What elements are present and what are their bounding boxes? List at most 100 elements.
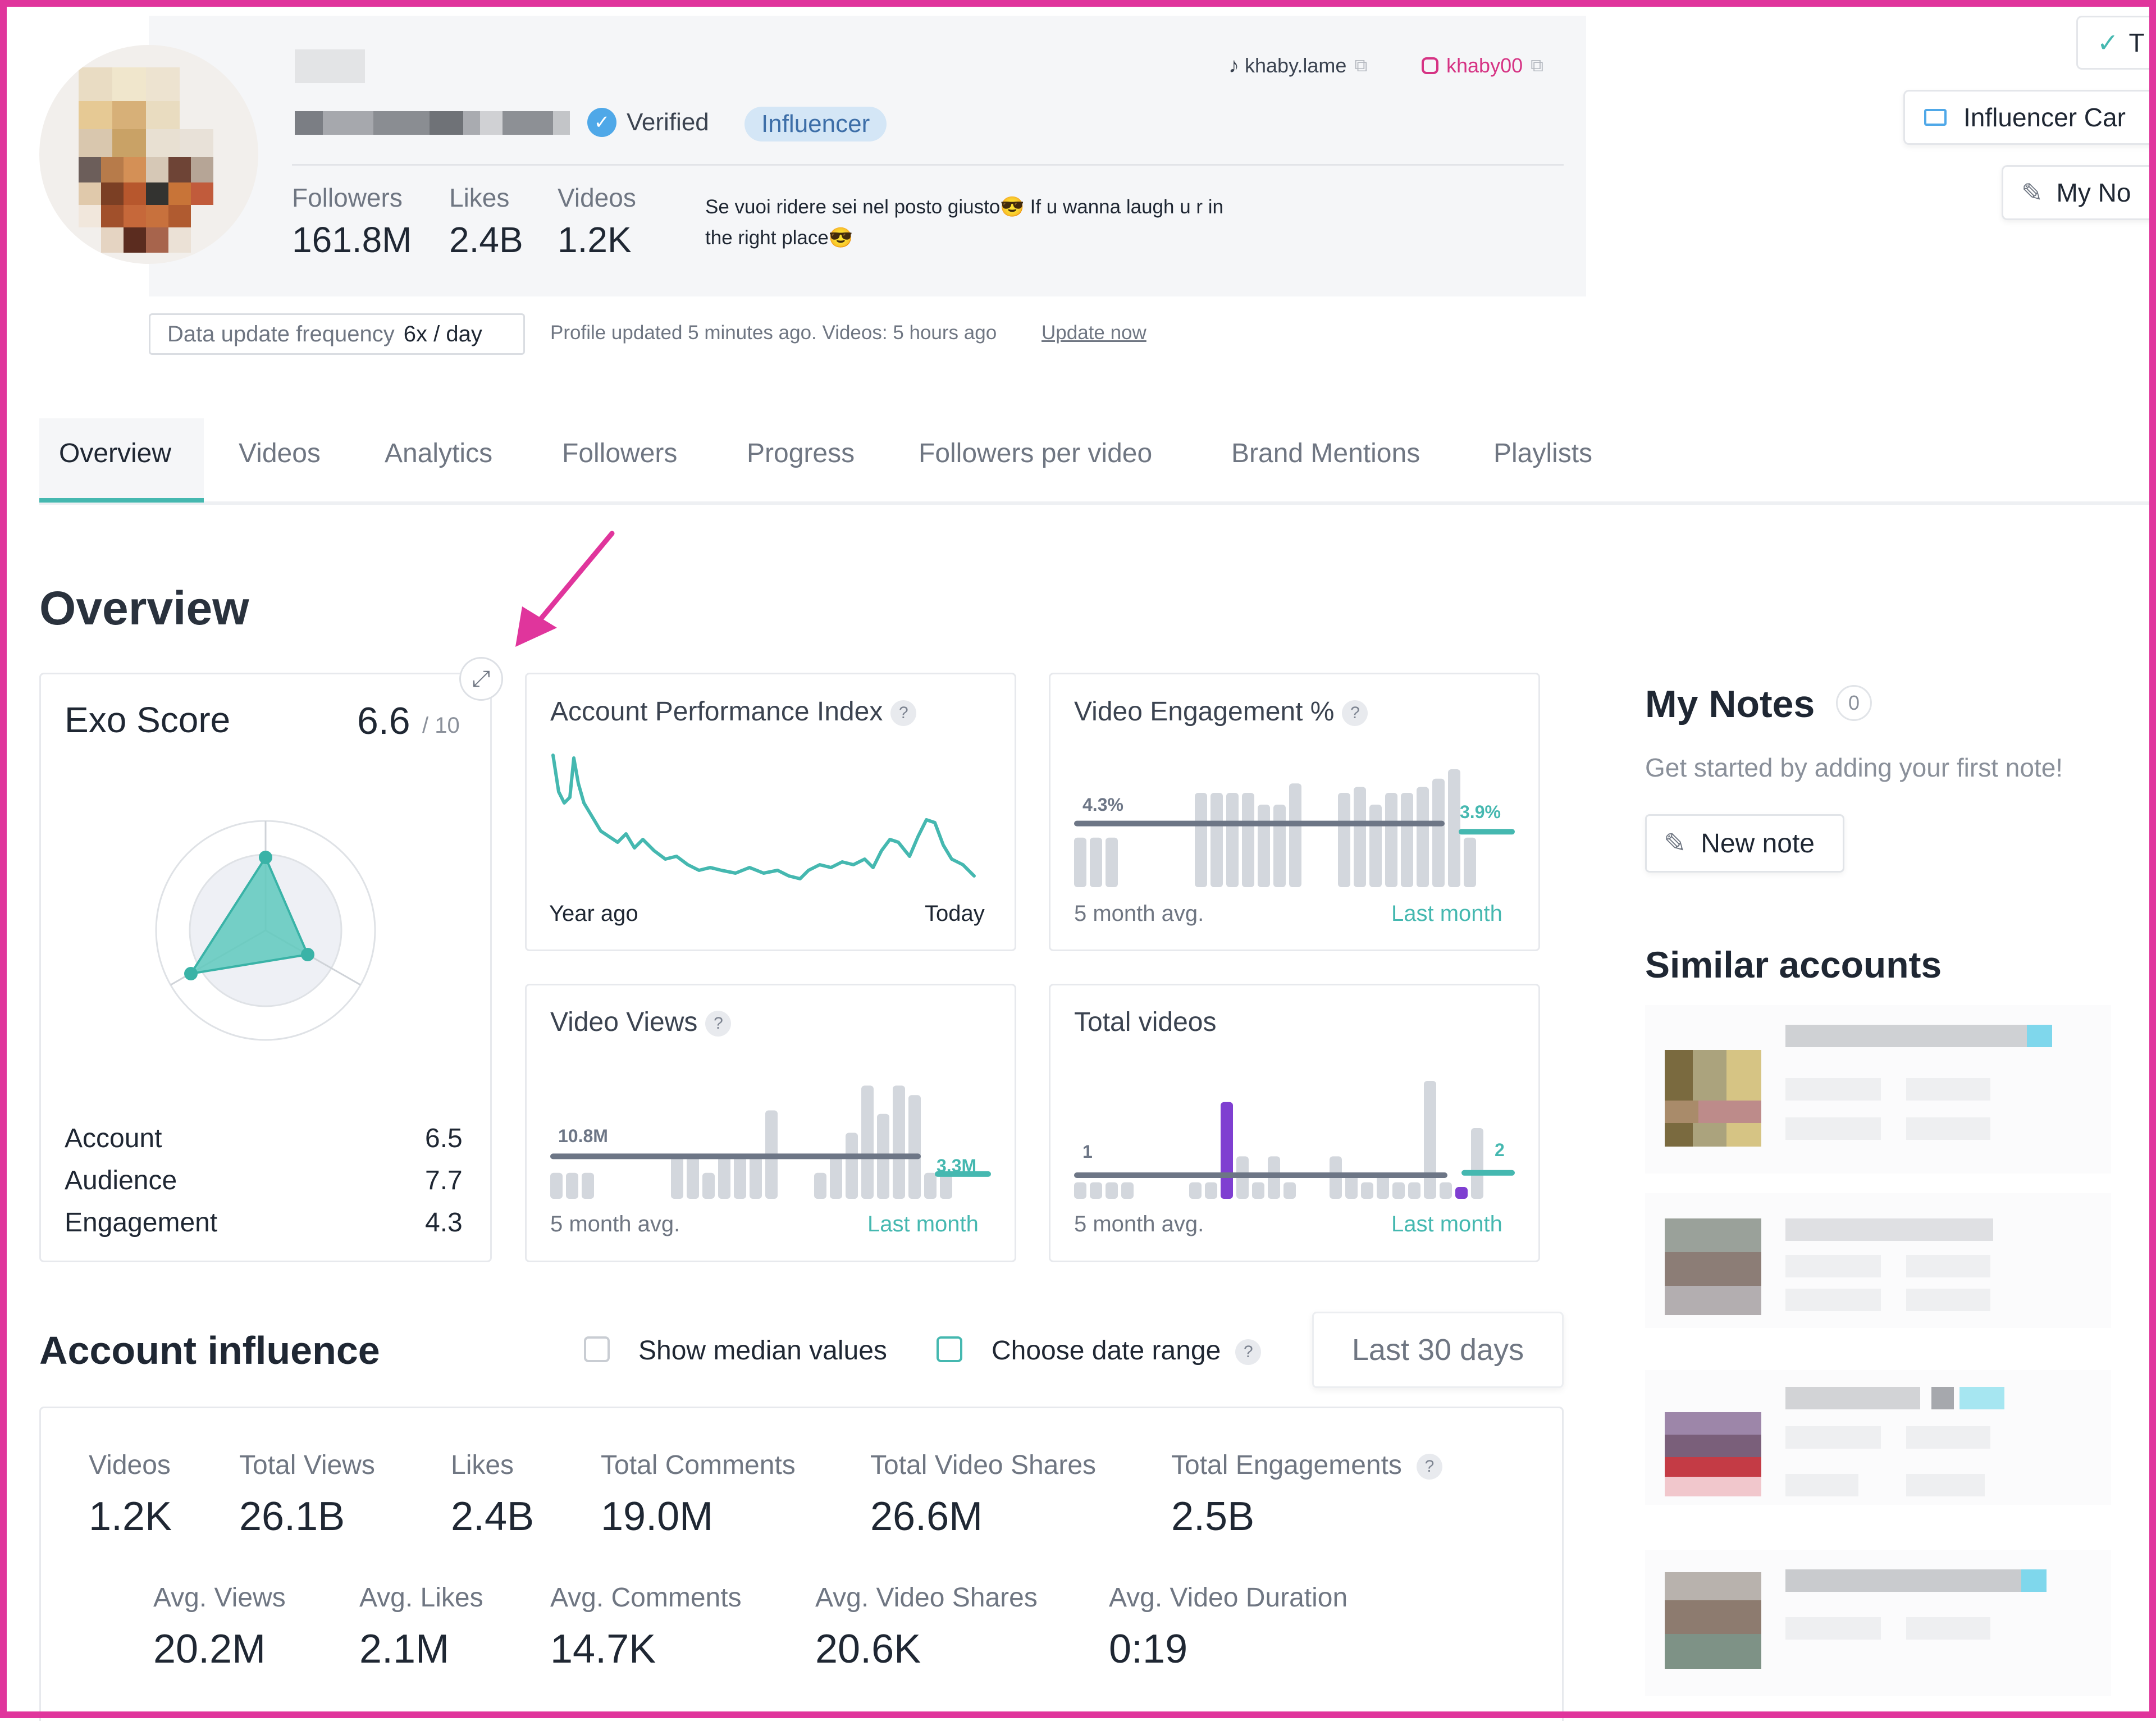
bio-line-1: Se vuoi ridere sei nel posto giusto😎 If …: [705, 196, 1224, 218]
show-median-checkbox[interactable]: [584, 1336, 610, 1362]
instagram-icon: [1422, 57, 1438, 74]
bar: [1464, 837, 1476, 887]
total-videos-last-value: 2: [1495, 1140, 1505, 1160]
influence-stat-value: 19.0M: [601, 1494, 714, 1539]
bar: [1424, 1081, 1436, 1199]
influence-stat-label: Total Views: [239, 1450, 375, 1480]
choose-date-range-checkbox[interactable]: [937, 1336, 962, 1362]
date-range-select[interactable]: Last 30 days: [1312, 1312, 1564, 1388]
bar: [1195, 793, 1207, 887]
help-icon[interactable]: ?: [1416, 1454, 1442, 1480]
bar: [702, 1172, 715, 1199]
similar-account-row[interactable]: [1645, 1370, 2111, 1505]
avatar: [1665, 1572, 1761, 1669]
tab-videos[interactable]: Videos: [239, 439, 321, 468]
influence-stat-value: 20.6K: [815, 1627, 921, 1672]
bar: [1417, 787, 1429, 887]
notes-count-badge: 0: [1836, 685, 1872, 721]
bar: [1354, 787, 1366, 887]
profile-header-panel: [149, 16, 1586, 296]
tab-playlists[interactable]: Playlists: [1493, 439, 1593, 468]
profile-name-redacted: [295, 49, 365, 83]
choose-date-range-label[interactable]: Choose date range?: [992, 1335, 1262, 1366]
influence-stat-label: Likes: [451, 1450, 514, 1480]
tracking-button[interactable]: ✓ T: [2076, 16, 2156, 70]
profile-name-redacted-bar: [295, 111, 570, 135]
bar: [1189, 1182, 1202, 1199]
influence-stat-label: Avg. Video Duration: [1109, 1583, 1348, 1613]
avatar: [1665, 1218, 1761, 1315]
help-icon[interactable]: ?: [705, 1011, 732, 1037]
api-card[interactable]: [525, 673, 1016, 951]
influencer-card-label: Influencer Car: [1963, 103, 2126, 132]
tracking-label: T: [2128, 28, 2145, 57]
engagement-bar-chart: [1074, 769, 1515, 887]
expand-button[interactable]: ⤢: [459, 657, 503, 701]
exo-score-radar-chart: [155, 820, 376, 1041]
engagement-title: Video Engagement %?: [1074, 696, 1368, 727]
tab-overview-label: Overview: [59, 439, 172, 468]
tab-overview[interactable]: [39, 418, 204, 503]
exo-metric-engagement-label: Engagement: [65, 1208, 218, 1238]
instagram-link[interactable]: khaby00 ⧉: [1422, 52, 1543, 80]
tiktok-link[interactable]: ♪ khaby.lame ⧉: [1228, 52, 1367, 80]
tab-followers-per-video[interactable]: Followers per video: [919, 439, 1153, 468]
bar: [1289, 783, 1301, 887]
bar: [671, 1156, 683, 1199]
bar: [1121, 1182, 1134, 1199]
verified-badge: ✓ Verified: [587, 107, 709, 138]
bar: [1090, 1182, 1102, 1199]
avatar[interactable]: [39, 45, 258, 264]
radar-point-audience: [301, 948, 314, 961]
influence-stat-label: Videos: [89, 1450, 171, 1480]
exo-metric-account-value: 6.5: [425, 1124, 463, 1153]
bar: [1283, 1182, 1296, 1199]
bar: [1273, 805, 1286, 887]
tab-followers[interactable]: Followers: [562, 439, 678, 468]
bar: [924, 1172, 937, 1199]
influence-stat-value: 20.2M: [153, 1627, 266, 1672]
bar: [814, 1172, 826, 1199]
video-views-bar-chart: [550, 1085, 991, 1199]
avatar: [1665, 1050, 1761, 1147]
bar: [1392, 1182, 1405, 1199]
my-notes-top-label: My No: [2056, 178, 2131, 207]
bar: [1448, 769, 1460, 887]
update-frequency-label: Data update frequency: [167, 321, 395, 346]
video-views-title: Video Views?: [550, 1007, 732, 1038]
help-icon[interactable]: ?: [1342, 700, 1368, 727]
check-icon: ✓: [2097, 28, 2119, 57]
new-note-button[interactable]: ✎ New note: [1645, 814, 1844, 873]
followers-value: 161.8M: [292, 220, 412, 260]
help-icon[interactable]: ?: [1235, 1339, 1262, 1366]
bar: [582, 1172, 594, 1199]
likes-label: Likes: [449, 183, 510, 212]
bar: [1338, 793, 1350, 887]
update-now-link[interactable]: Update now: [1042, 322, 1146, 344]
tab-progress[interactable]: Progress: [747, 439, 855, 468]
influencer-card-button[interactable]: Influencer Car: [1903, 90, 2156, 145]
bar: [1369, 805, 1382, 887]
total-videos-right-label: Last month: [1391, 1212, 1502, 1236]
radar-point-engagement: [184, 967, 198, 980]
bar: [1106, 1182, 1118, 1199]
radar-polygon: [188, 855, 309, 975]
influence-stat-value: 26.6M: [870, 1494, 983, 1539]
similar-account-row[interactable]: [1645, 1550, 2111, 1696]
bar: [566, 1172, 578, 1199]
engagement-left-label: 5 month avg.: [1074, 901, 1204, 926]
tab-analytics[interactable]: Analytics: [385, 439, 493, 468]
total-videos-card[interactable]: [1049, 984, 1540, 1262]
bar: [1211, 793, 1223, 887]
help-icon[interactable]: ?: [890, 700, 917, 727]
influence-stat-value: 14.7K: [550, 1627, 656, 1672]
tab-brand-mentions[interactable]: Brand Mentions: [1231, 439, 1420, 468]
pencil-icon: ✎: [1664, 829, 1687, 859]
my-notes-top-button[interactable]: ✎ My No: [2002, 165, 2156, 220]
show-median-label[interactable]: Show median values: [638, 1336, 887, 1366]
similar-account-row[interactable]: [1645, 1193, 2111, 1328]
bar: [1205, 1182, 1217, 1199]
similar-account-row[interactable]: [1645, 1005, 2111, 1174]
bar: [1258, 805, 1270, 887]
bar: [1432, 778, 1445, 887]
